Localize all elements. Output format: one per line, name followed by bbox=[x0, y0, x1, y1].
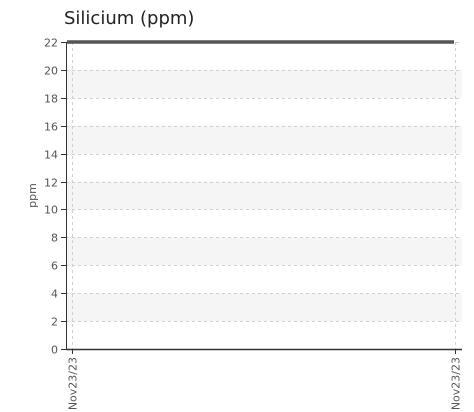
grid-band bbox=[66, 237, 462, 266]
y-tick-label: 16 bbox=[44, 121, 58, 134]
x-tick-label: Nov23/23 bbox=[450, 357, 463, 410]
y-tick-label: 12 bbox=[44, 177, 58, 190]
grid-band bbox=[66, 181, 462, 210]
grid-band bbox=[66, 125, 462, 154]
y-tick-label: 20 bbox=[44, 65, 58, 78]
y-tick-label: 6 bbox=[51, 260, 58, 273]
chart-title: Silicium (ppm) bbox=[64, 8, 195, 29]
y-tick-label: 22 bbox=[44, 37, 58, 50]
axes bbox=[66, 42, 462, 351]
y-tick-label: 14 bbox=[44, 149, 58, 162]
grid-band bbox=[66, 293, 462, 322]
x-axis-ticks: Nov23/23 Nov23/23 bbox=[67, 349, 463, 410]
y-tick-label: 0 bbox=[51, 344, 58, 357]
y-tick-label: 4 bbox=[51, 288, 58, 301]
background-bands bbox=[66, 69, 462, 322]
y-axis-ticks: 0 2 4 6 8 10 12 14 16 18 20 22 bbox=[44, 37, 66, 357]
y-tick-label: 10 bbox=[44, 204, 58, 217]
x-tick-label: Nov23/23 bbox=[67, 357, 80, 410]
y-tick-label: 8 bbox=[51, 232, 58, 245]
grid-band bbox=[66, 69, 462, 98]
y-axis-label: ppm bbox=[26, 183, 39, 208]
y-tick-label: 18 bbox=[44, 93, 58, 106]
y-tick-label: 2 bbox=[51, 316, 58, 329]
